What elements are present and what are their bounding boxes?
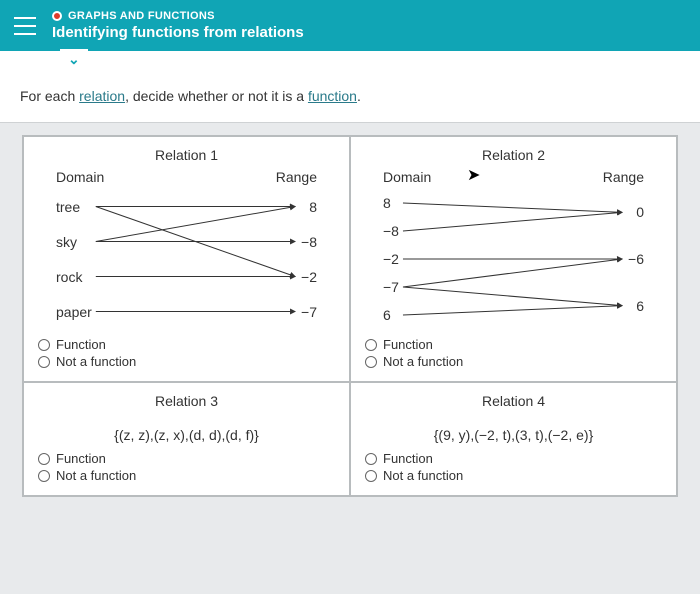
relation-2-cell: ➤ Relation 2 Domain Range 8−8−2−76 0−66 …: [350, 136, 677, 382]
relation-2-options: Function Not a function: [365, 337, 662, 369]
relation-link[interactable]: relation: [79, 88, 125, 104]
relation-3-options: Function Not a function: [38, 451, 335, 483]
relation-2-arrows: [365, 189, 662, 329]
relation-4-function-option[interactable]: Function: [365, 451, 662, 466]
domain-header: Domain: [383, 169, 431, 185]
relation-4-title: Relation 4: [365, 393, 662, 409]
range-header: Range: [603, 169, 644, 185]
relation-3-function-option[interactable]: Function: [38, 451, 335, 466]
content-area: Relation 1 Domain Range treeskyrockpaper…: [0, 123, 700, 509]
page-title: Identifying functions from relations: [52, 24, 304, 41]
relation-4-cell: Relation 4 {(9, y),(−2, t),(3, t),(−2, e…: [350, 382, 677, 496]
topbar: GRAPHS AND FUNCTIONS Identifying functio…: [0, 0, 700, 51]
relation-3-set: {(z, z),(z, x),(d, d),(d, f)}: [38, 427, 335, 443]
menu-icon[interactable]: [14, 17, 36, 35]
record-icon: [52, 11, 62, 21]
radio-icon: [38, 453, 50, 465]
cursor-icon: ➤: [467, 165, 480, 185]
topbar-text: GRAPHS AND FUNCTIONS Identifying functio…: [52, 10, 304, 41]
chevron-down-icon: ⌄: [68, 51, 80, 67]
relation-1-map: treeskyrockpaper 8−8−2−7: [38, 189, 335, 329]
radio-icon: [365, 339, 377, 351]
radio-icon: [38, 356, 50, 368]
relation-1-arrows: [38, 189, 335, 329]
relation-1-options: Function Not a function: [38, 337, 335, 369]
relation-3-cell: Relation 3 {(z, z),(z, x),(d, d),(d, f)}…: [23, 382, 350, 496]
relation-2-function-option[interactable]: Function: [365, 337, 662, 352]
relation-2-title: Relation 2: [365, 147, 662, 163]
expand-toggle[interactable]: ⌄: [60, 49, 88, 74]
radio-icon: [365, 470, 377, 482]
domain-header: Domain: [56, 169, 104, 185]
relation-1-not-function-option[interactable]: Not a function: [38, 354, 335, 369]
radio-icon: [365, 356, 377, 368]
relation-3-title: Relation 3: [38, 393, 335, 409]
relation-2-map: 8−8−2−76 0−66: [365, 189, 662, 329]
relation-4-set: {(9, y),(−2, t),(3, t),(−2, e)}: [365, 427, 662, 443]
relation-4-not-function-option[interactable]: Not a function: [365, 468, 662, 483]
relation-3-not-function-option[interactable]: Not a function: [38, 468, 335, 483]
instruction-text: For each relation, decide whether or not…: [0, 74, 700, 123]
relation-1-title: Relation 1: [38, 147, 335, 163]
relation-4-options: Function Not a function: [365, 451, 662, 483]
category-label: GRAPHS AND FUNCTIONS: [68, 10, 215, 22]
radio-icon: [38, 339, 50, 351]
radio-icon: [38, 470, 50, 482]
relations-grid: Relation 1 Domain Range treeskyrockpaper…: [22, 135, 678, 497]
relation-1-cell: Relation 1 Domain Range treeskyrockpaper…: [23, 136, 350, 382]
relation-1-function-option[interactable]: Function: [38, 337, 335, 352]
radio-icon: [365, 453, 377, 465]
function-link[interactable]: function: [308, 88, 357, 104]
relation-2-not-function-option[interactable]: Not a function: [365, 354, 662, 369]
range-header: Range: [276, 169, 317, 185]
